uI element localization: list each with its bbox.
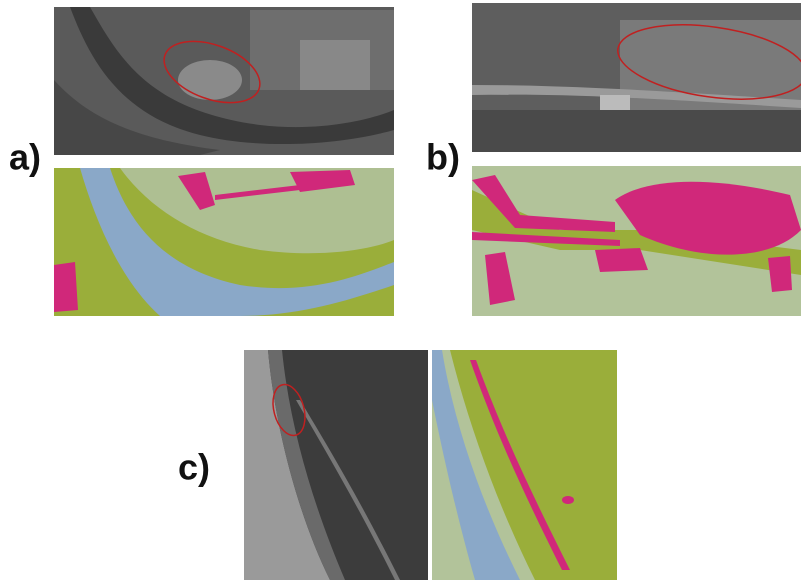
segmentation-c <box>432 350 617 580</box>
aerial-image-b <box>472 3 804 152</box>
panel-label: c) <box>178 447 210 488</box>
panel-label: a) <box>9 137 41 178</box>
aerial-image-c <box>244 350 428 580</box>
aerial-image-a <box>54 7 394 155</box>
segmentation-b <box>472 166 801 316</box>
segmentation-a <box>54 168 394 316</box>
figure: a) b) c) <box>0 0 804 582</box>
panel-label: b) <box>426 137 460 178</box>
